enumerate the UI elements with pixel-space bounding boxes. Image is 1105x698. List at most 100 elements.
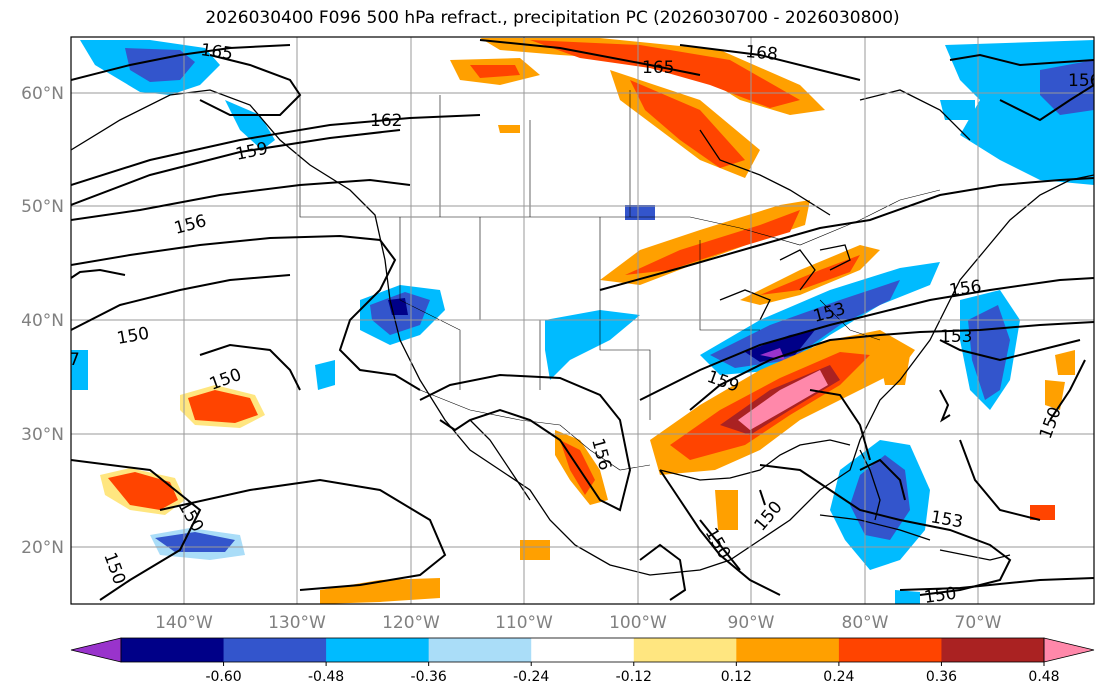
lon-label: 130°W xyxy=(268,613,326,633)
contour-label: 150 xyxy=(923,584,958,608)
lat-label: 60°N xyxy=(21,84,64,104)
colorbar-ticks: -0.60 -0.48 -0.36 -0.24 -0.12 0.12 0.24 0.36 0.4… xyxy=(205,662,1060,685)
positive-pc-region xyxy=(880,355,910,385)
colorbar-tick-label: 0.36 xyxy=(926,669,957,685)
lon-label: 110°W xyxy=(495,613,553,633)
contour-line xyxy=(71,114,481,186)
positive-pc-region xyxy=(498,125,520,133)
lat-label: 50°N xyxy=(21,197,64,217)
contour-line xyxy=(71,274,291,331)
refractivity-contours xyxy=(71,39,1094,601)
coastline xyxy=(469,419,531,501)
contour-line xyxy=(659,469,781,596)
lat-label: 20°N xyxy=(21,538,64,558)
coastline xyxy=(71,89,761,576)
contour-line xyxy=(71,459,202,601)
contour-line xyxy=(71,178,411,221)
positive-pc-region xyxy=(738,370,828,430)
coastline xyxy=(699,129,831,216)
negative-pc-region xyxy=(1040,60,1094,115)
colorbar xyxy=(70,637,1095,663)
contour-label: 168 xyxy=(745,42,779,65)
lon-label: 90°W xyxy=(728,613,775,633)
positive-pc-region xyxy=(530,40,800,108)
lon-label: 100°W xyxy=(609,613,667,633)
colorbar-segment xyxy=(121,638,225,662)
colorbar-segment xyxy=(428,638,532,662)
map-title: 2026030400 F096 500 hPa refract., precip… xyxy=(205,8,900,28)
colorbar-tick-label: -0.48 xyxy=(308,669,344,685)
contour-line xyxy=(949,53,1094,67)
colorbar-tick-label: -0.36 xyxy=(411,669,447,685)
colorbar-extend-low xyxy=(70,637,122,663)
coastline xyxy=(759,174,1094,541)
positive-pc-region xyxy=(760,255,860,295)
contour-line xyxy=(939,339,1081,362)
edge-contour-label: 7 xyxy=(69,350,80,370)
contour-line xyxy=(679,44,861,81)
contour-line xyxy=(1049,359,1086,421)
positive-pc-region xyxy=(630,80,745,168)
contour-line xyxy=(71,234,421,391)
contour-line xyxy=(639,543,687,601)
contour-line xyxy=(639,277,1094,401)
contour-line xyxy=(71,268,126,279)
contour-line xyxy=(199,343,301,391)
negative-pc-region xyxy=(895,590,920,604)
coastline xyxy=(939,549,1011,561)
positive-pc-region xyxy=(188,390,258,423)
colorbar-segment xyxy=(326,638,430,662)
contour-line xyxy=(759,489,766,506)
contour-line xyxy=(479,39,701,76)
contour-label: 162 xyxy=(370,111,402,131)
contour-label: 156 xyxy=(1068,71,1100,91)
contour-line xyxy=(419,373,632,512)
contour-line xyxy=(939,389,951,423)
positive-pc-region xyxy=(520,540,550,560)
border xyxy=(599,217,651,420)
border xyxy=(699,240,760,331)
contour-line xyxy=(759,464,1012,596)
lon-label: 70°W xyxy=(955,613,1002,633)
latitude-axis: 20°N 30°N 40°N 50°N 60°N xyxy=(21,84,64,558)
contour-line xyxy=(71,44,291,81)
negative-pc-region xyxy=(225,100,275,150)
colorbar-segment xyxy=(838,638,942,662)
positive-pc-region xyxy=(320,578,440,604)
negative-pc-region xyxy=(71,350,88,390)
coastlines xyxy=(71,89,1094,576)
contour-line xyxy=(599,177,1094,291)
contour-label: 153 xyxy=(940,327,972,347)
border xyxy=(299,95,941,246)
contour-line xyxy=(689,321,1094,411)
coastline xyxy=(859,89,971,141)
plot-frame xyxy=(70,36,1095,605)
positive-pc-region xyxy=(1045,380,1065,410)
colorbar-tick-label: -0.60 xyxy=(205,669,241,685)
contour-label: 156 xyxy=(948,277,983,301)
coastline xyxy=(819,244,851,271)
colorbar-segment xyxy=(633,638,737,662)
border xyxy=(419,389,651,471)
colorbar-tick-label: -0.12 xyxy=(616,669,652,685)
coastline xyxy=(659,439,851,481)
colorbar-segment xyxy=(531,638,635,662)
contour-line xyxy=(199,54,302,116)
contour-line xyxy=(159,478,447,591)
colorbar-segment xyxy=(736,638,840,662)
coastline xyxy=(719,289,771,321)
positive-pc-region xyxy=(625,210,800,275)
lon-label: 140°W xyxy=(155,613,213,633)
coastline xyxy=(819,514,931,541)
contour-line xyxy=(999,84,1094,122)
colorbar-tick-label: -0.24 xyxy=(513,669,549,685)
colorbar-tick-label: 0.24 xyxy=(823,669,854,685)
lat-label: 40°N xyxy=(21,311,64,331)
contour-line xyxy=(859,458,906,501)
positive-pc-region xyxy=(625,205,655,220)
colorbar-tick-label: 0.12 xyxy=(721,669,752,685)
positive-pc-region xyxy=(108,472,178,510)
contour-line xyxy=(899,577,1094,591)
colorbar-segment xyxy=(223,638,327,662)
